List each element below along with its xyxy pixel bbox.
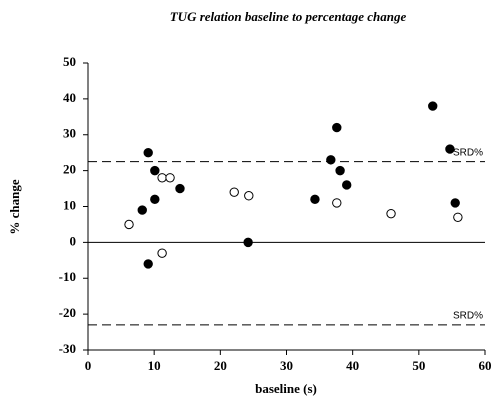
point bbox=[326, 155, 336, 165]
x-tick-label: 40 bbox=[346, 358, 359, 373]
point bbox=[445, 144, 455, 154]
point bbox=[386, 208, 396, 219]
y-tick-label: -20 bbox=[59, 305, 76, 320]
point bbox=[175, 183, 185, 194]
x-tick-label: 30 bbox=[280, 358, 293, 373]
reference-label: SRD% bbox=[453, 147, 483, 158]
chart-title: TUG relation baseline to percentage chan… bbox=[170, 9, 407, 24]
point bbox=[332, 122, 342, 133]
y-axis-label: % change bbox=[7, 179, 22, 234]
point bbox=[450, 198, 460, 208]
point bbox=[137, 205, 147, 215]
y-tick-label: 20 bbox=[63, 162, 76, 177]
reference-label: SRD% bbox=[453, 311, 483, 322]
y-tick-label: -30 bbox=[59, 341, 76, 356]
y-tick-label: 10 bbox=[63, 197, 76, 212]
point bbox=[428, 101, 438, 111]
y-tick-label: 50 bbox=[63, 54, 76, 69]
point bbox=[143, 147, 153, 158]
x-tick-label: 20 bbox=[214, 358, 227, 373]
point bbox=[150, 194, 160, 205]
y-tick-label: 40 bbox=[63, 90, 76, 105]
x-tick-label: 0 bbox=[85, 358, 92, 373]
point bbox=[229, 187, 239, 197]
x-tick-label: 10 bbox=[148, 358, 161, 373]
point bbox=[157, 173, 167, 183]
x-tick-label: 60 bbox=[479, 358, 492, 373]
point bbox=[157, 248, 167, 258]
point bbox=[143, 259, 153, 269]
point bbox=[244, 191, 254, 201]
x-axis-label: baseline (s) bbox=[255, 381, 317, 396]
point bbox=[124, 219, 134, 230]
point bbox=[335, 165, 345, 176]
point bbox=[453, 212, 463, 222]
point bbox=[342, 180, 352, 190]
point bbox=[165, 173, 175, 183]
point bbox=[150, 165, 160, 176]
y-tick-label: 0 bbox=[70, 233, 77, 248]
x-tick-label: 50 bbox=[412, 358, 425, 373]
point bbox=[332, 198, 342, 208]
y-tick-label: 30 bbox=[63, 126, 76, 141]
point bbox=[310, 194, 320, 205]
point bbox=[243, 237, 253, 248]
y-tick-label: -10 bbox=[59, 269, 76, 284]
